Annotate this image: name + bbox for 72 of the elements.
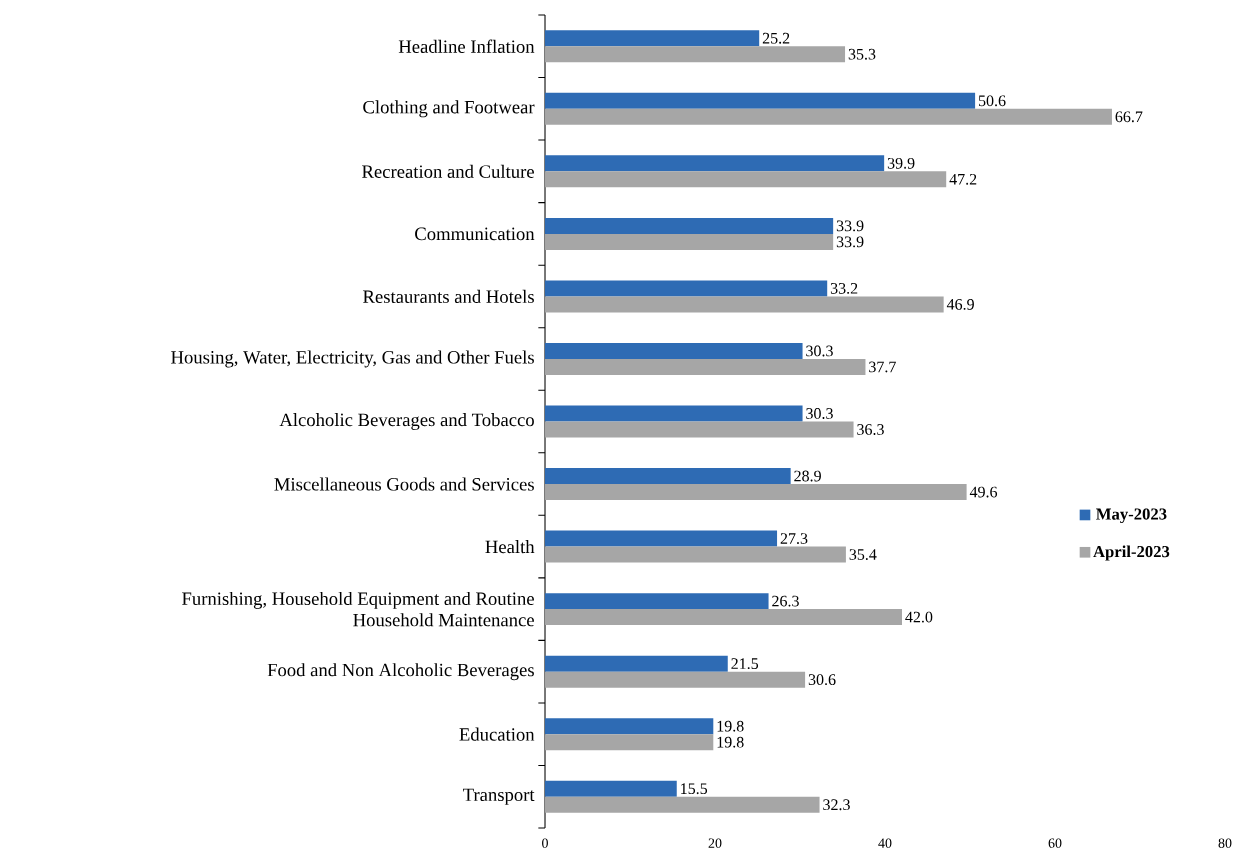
data-label: 37.7 bbox=[869, 361, 896, 373]
bar bbox=[545, 734, 714, 751]
bar bbox=[545, 108, 1112, 125]
y-tick-label: Miscellaneous Goods and Services bbox=[274, 477, 534, 491]
bar bbox=[545, 171, 947, 188]
data-label: 39.9 bbox=[887, 157, 915, 169]
bar bbox=[545, 296, 944, 313]
y-tick-label: Recreation and Culture bbox=[362, 164, 534, 178]
data-label: 33.2 bbox=[830, 283, 858, 294]
data-label: 33.9 bbox=[836, 220, 864, 232]
bar bbox=[545, 671, 806, 688]
bar bbox=[545, 484, 967, 501]
legend-label: May-2023 bbox=[1096, 508, 1167, 524]
bar bbox=[545, 405, 803, 422]
x-tick-label: 60 bbox=[1048, 838, 1062, 848]
bar bbox=[545, 718, 714, 735]
bar bbox=[545, 30, 760, 47]
data-label: 26.3 bbox=[772, 595, 799, 607]
bar bbox=[545, 92, 976, 109]
data-label: 19.8 bbox=[717, 720, 744, 732]
y-tick-label: Communication bbox=[415, 227, 535, 241]
data-label: 21.5 bbox=[731, 658, 759, 670]
bar bbox=[545, 217, 834, 234]
y-tick-label: Education bbox=[459, 727, 535, 741]
data-label: 19.8 bbox=[717, 736, 744, 748]
x-tick-label: 0 bbox=[542, 838, 548, 848]
bar bbox=[545, 546, 846, 563]
data-label: 30.3 bbox=[806, 408, 833, 419]
bar bbox=[545, 796, 820, 813]
bar bbox=[545, 46, 846, 63]
data-label: 42.0 bbox=[905, 611, 933, 623]
data-label: 27.3 bbox=[780, 533, 808, 544]
x-tick-label: 80 bbox=[1218, 838, 1232, 848]
data-label: 35.3 bbox=[848, 48, 876, 60]
data-label: 49.6 bbox=[969, 486, 998, 498]
y-tick-label: Restaurants and Hotels bbox=[363, 289, 534, 303]
bar bbox=[545, 233, 834, 250]
data-label: 66.7 bbox=[1115, 111, 1143, 123]
y-tick-label: Headline Inflation bbox=[398, 39, 535, 53]
y-tick-label: Transport bbox=[463, 788, 535, 805]
data-label: 36.3 bbox=[857, 424, 884, 435]
x-tick-label: 40 bbox=[878, 838, 892, 848]
data-label: 25.2 bbox=[762, 32, 790, 44]
bar bbox=[545, 780, 677, 797]
data-label: 50.6 bbox=[978, 95, 1006, 107]
bar bbox=[545, 655, 728, 672]
bar bbox=[545, 342, 803, 359]
data-label: 32.3 bbox=[823, 799, 850, 811]
bar bbox=[545, 358, 866, 375]
data-label: 47.2 bbox=[949, 173, 977, 185]
y-tick-label: Health bbox=[485, 540, 535, 554]
bar bbox=[545, 468, 791, 485]
y-tick-label: Housing, Water, Electricity, Gas and Other Fuels bbox=[171, 350, 534, 368]
x-tick-label: 20 bbox=[708, 838, 722, 848]
data-label: 30.3 bbox=[806, 345, 833, 357]
data-label: 15.5 bbox=[681, 783, 708, 795]
bar bbox=[545, 593, 769, 610]
bar bbox=[545, 155, 885, 172]
y-tick-label: Clothing and Footwear bbox=[363, 100, 535, 118]
legend-label: April-2023 bbox=[1093, 545, 1170, 561]
data-label: 33.9 bbox=[836, 236, 864, 248]
data-label: 46.9 bbox=[946, 299, 974, 310]
y-tick-label: Food and Non Alcoholic Beverages bbox=[267, 663, 534, 681]
bar bbox=[545, 280, 828, 297]
data-label: 28.9 bbox=[794, 470, 821, 482]
data-label: 30.6 bbox=[808, 674, 836, 686]
data-label: 35.4 bbox=[849, 549, 877, 560]
bar bbox=[545, 609, 903, 626]
bar bbox=[545, 421, 854, 438]
bar bbox=[545, 530, 778, 547]
y-tick-label: Alcoholic Beverages and Tobacco bbox=[279, 413, 534, 431]
y-tick-label: Furnishing, Household Equipment and Routine Household Maintenance bbox=[182, 591, 534, 627]
